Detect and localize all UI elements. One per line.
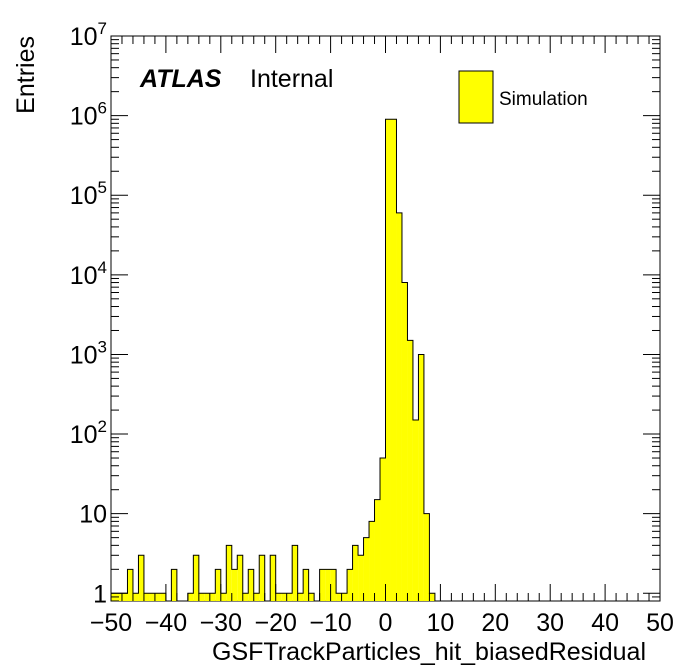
histogram-bar (325, 569, 331, 601)
histogram-bar (374, 499, 381, 601)
x-tick-label: −20 (254, 609, 296, 637)
y-tick-label: 1 (93, 580, 107, 608)
histogram-bar (390, 119, 397, 601)
histogram-bar (358, 555, 364, 601)
x-tick-label: 40 (591, 609, 619, 637)
atlas-label-bold: ATLAS (139, 65, 222, 93)
histogram-bar (187, 593, 194, 601)
histogram-bar (369, 521, 375, 601)
histogram-bar (248, 569, 254, 601)
y-tick-label: 105 (70, 178, 107, 210)
y-axis-label: Entries (12, 36, 40, 114)
histogram-bar (171, 569, 177, 601)
histogram-bar (297, 593, 304, 601)
histogram-bar (418, 354, 424, 601)
histogram-bar (429, 593, 435, 601)
histogram-bar (308, 593, 315, 601)
y-tick-label: 107 (70, 19, 107, 51)
legend-label: Simulation (499, 89, 588, 110)
y-tick-label: 102 (70, 417, 107, 449)
histogram-bar (209, 593, 216, 601)
x-tick-label: 50 (646, 609, 674, 637)
atlas-label: ATLAS Internal (139, 65, 333, 93)
histogram-bar (226, 545, 232, 601)
y-tick-label: 103 (70, 337, 107, 369)
histogram-bar (242, 593, 249, 601)
x-tick-label: 10 (426, 609, 454, 637)
histogram-bar (380, 458, 386, 601)
histogram-bar (341, 593, 348, 601)
histogram-bar (363, 537, 370, 601)
ticks-layer (110, 35, 661, 602)
histogram-bar (215, 569, 221, 601)
histogram-bar (292, 545, 298, 601)
x-tick-label: −50 (90, 609, 132, 637)
histogram-bar (286, 593, 293, 601)
histogram-bar (347, 569, 353, 601)
histogram-bar (138, 555, 144, 601)
histogram-bar (423, 513, 430, 601)
histogram-bar (259, 555, 265, 601)
histogram-bar (220, 593, 227, 601)
histogram-bar (396, 212, 402, 601)
x-tick-label: 30 (536, 609, 564, 637)
histogram-bar (160, 593, 166, 601)
histogram-bar (330, 569, 337, 601)
x-axis-label: GSFTrackParticles_hit_biasedResidual (212, 638, 646, 666)
histogram-bar (154, 593, 161, 601)
histogram-bar (127, 569, 133, 601)
x-tick-label: −40 (145, 609, 187, 637)
histogram-bar (121, 593, 128, 601)
histogram-outline (110, 118, 660, 602)
legend: Simulation (458, 70, 588, 124)
histogram-bar (237, 555, 243, 601)
histogram-bar (204, 593, 210, 601)
tick-labels-layer: −50 −40 −30 −20 −10 0 10 20 30 40 50 1 10 102 103 104 10… (70, 19, 674, 637)
bars-layer (110, 118, 660, 602)
x-tick-label: −30 (200, 609, 242, 637)
histogram-bar (116, 593, 122, 601)
atlas-label-text: Internal (250, 65, 333, 93)
histogram-bar (319, 569, 326, 601)
histogram-bar (193, 555, 199, 601)
x-tick-label: 20 (481, 609, 509, 637)
histogram-bar (275, 593, 282, 601)
x-tick-label: −10 (309, 609, 351, 637)
histogram-bar (412, 420, 419, 601)
histogram-bar (401, 282, 408, 601)
histogram-bar (270, 555, 276, 601)
histogram-bar (385, 119, 391, 601)
histogram-bar (281, 593, 287, 601)
histogram-bar (253, 593, 260, 601)
y-tick-label: 106 (70, 99, 107, 131)
histogram-bar (336, 593, 342, 601)
histogram-bar (132, 593, 139, 601)
histogram-bar (149, 593, 155, 601)
histogram-bar (198, 593, 205, 601)
y-tick-label: 10 (79, 501, 107, 529)
histogram-bar (352, 545, 359, 601)
histogram-bar (303, 569, 309, 601)
y-tick-label: 104 (70, 258, 107, 290)
histogram-bar (231, 569, 238, 601)
legend-swatch (458, 70, 494, 124)
x-tick-label: 0 (379, 609, 393, 637)
histogram-bar (407, 340, 413, 601)
histogram-bar (143, 593, 150, 601)
